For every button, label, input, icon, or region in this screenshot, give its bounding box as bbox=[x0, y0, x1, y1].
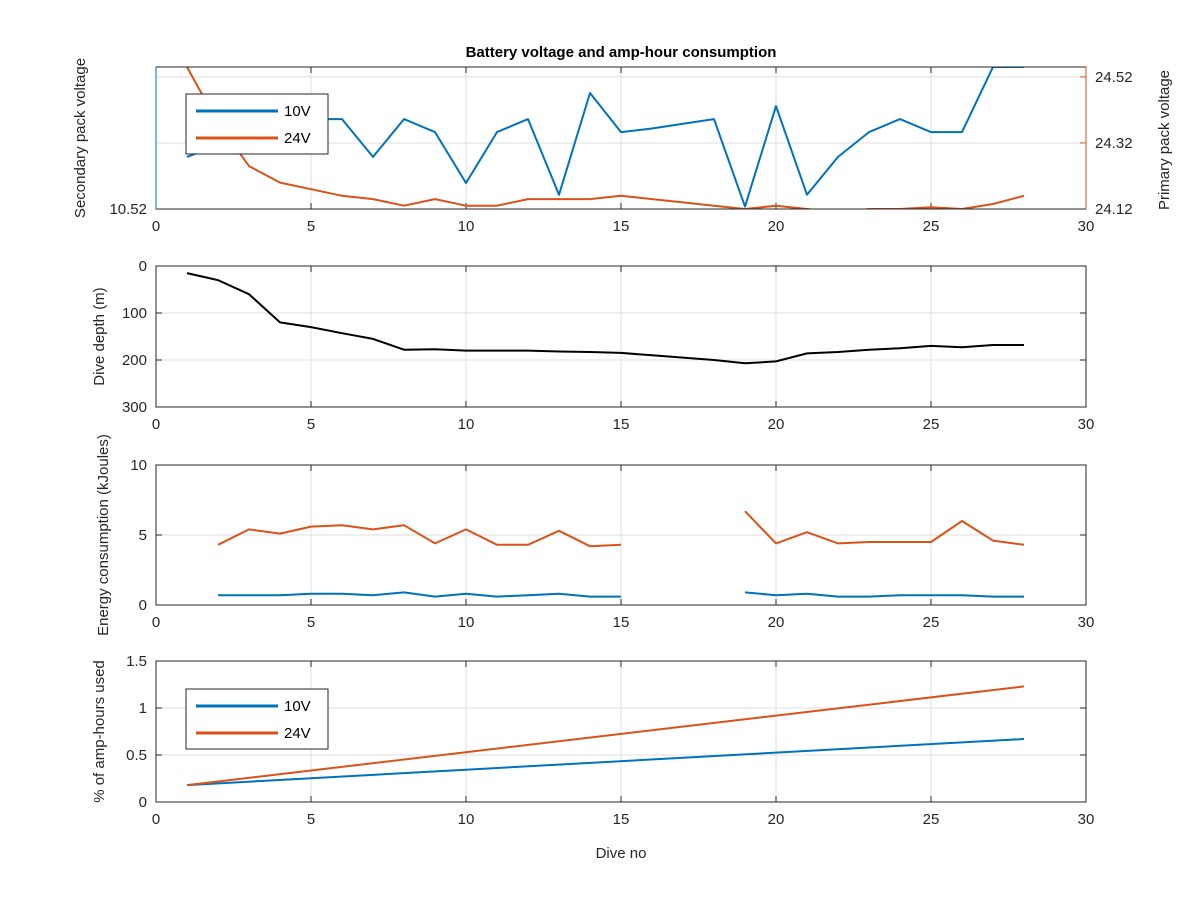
y-tick-label: 200 bbox=[122, 352, 147, 369]
x-tick-label: 15 bbox=[613, 614, 630, 631]
x-tick-label: 10 bbox=[458, 811, 475, 828]
legend-box bbox=[185, 93, 329, 155]
x-tick-label: 5 bbox=[307, 416, 315, 433]
subplot-1: 0 5 10 15 20 25 30 10.52 24.12 24.32 24.52 Secondar… bbox=[72, 58, 1173, 235]
legend: 10V 24V bbox=[185, 688, 329, 750]
x-tick-label: 5 bbox=[307, 614, 315, 631]
legend-label: 24V bbox=[284, 130, 311, 147]
y-axis-label: % of amp-hours used bbox=[91, 660, 108, 803]
series-line-1 bbox=[186, 272, 1024, 365]
x-tick-label: 0 bbox=[152, 416, 160, 433]
x-tick-label: 10 bbox=[458, 416, 475, 433]
y-axis-label: Secondary pack voltage bbox=[72, 58, 89, 218]
y-tick-label: 300 bbox=[122, 399, 147, 416]
y-tick-label: 0 bbox=[139, 794, 147, 811]
x-tick-label: 30 bbox=[1078, 218, 1095, 235]
subplot-4: 0 5 10 15 20 25 30 0 0.5 1 1.5 % of amp-hours used 1… bbox=[91, 653, 1094, 828]
x-tick-label: 0 bbox=[152, 614, 160, 631]
y-right-tick-label: 24.32 bbox=[1095, 135, 1133, 152]
x-tick-label: 5 bbox=[307, 218, 315, 235]
legend: 10V 24V bbox=[185, 93, 329, 155]
series-line-1 bbox=[217, 510, 1025, 548]
x-tick-label: 10 bbox=[458, 218, 475, 235]
x-tick-label: 25 bbox=[923, 811, 940, 828]
y-tick-label: 1.5 bbox=[126, 653, 147, 670]
x-tick-label: 30 bbox=[1078, 811, 1095, 828]
axes-frame bbox=[155, 464, 1087, 606]
series-line-24v bbox=[186, 685, 1025, 787]
y-tick-label: 100 bbox=[122, 305, 147, 322]
y-axis-label: Energy consumption (kJoules) bbox=[95, 434, 112, 636]
x-tick-label: 25 bbox=[923, 218, 940, 235]
x-tick-label: 0 bbox=[152, 218, 160, 235]
chart-title: Battery voltage and amp-hour consumption bbox=[466, 44, 777, 61]
x-tick-label: 15 bbox=[613, 416, 630, 433]
y-right-tick-label: 24.12 bbox=[1095, 201, 1133, 218]
y-right-axis-label: Primary pack voltage bbox=[1156, 70, 1173, 210]
legend-label: 10V bbox=[284, 698, 311, 715]
x-tick-label: 25 bbox=[923, 614, 940, 631]
x-tick-label: 20 bbox=[768, 416, 785, 433]
x-tick-label: 0 bbox=[152, 811, 160, 828]
x-tick-label: 5 bbox=[307, 811, 315, 828]
legend-label: 10V bbox=[284, 103, 311, 120]
x-tick-label: 15 bbox=[613, 811, 630, 828]
y-tick-label: 0 bbox=[139, 597, 147, 614]
x-tick-label: 15 bbox=[613, 218, 630, 235]
x-tick-label: 25 bbox=[923, 416, 940, 433]
y-tick-label: 0.5 bbox=[126, 747, 147, 764]
y-right-tick-label: 24.52 bbox=[1095, 69, 1133, 86]
axes-frame bbox=[155, 265, 1087, 408]
series-line-24v bbox=[186, 67, 1025, 209]
series-line-2 bbox=[218, 591, 1024, 598]
x-tick-label: 20 bbox=[768, 614, 785, 631]
x-tick-label: 30 bbox=[1078, 614, 1095, 631]
x-tick-label: 20 bbox=[768, 218, 785, 235]
y-tick-label: 1 bbox=[139, 700, 147, 717]
legend-label: 24V bbox=[284, 725, 311, 742]
x-tick-label: 20 bbox=[768, 811, 785, 828]
x-axis-label: Dive no bbox=[596, 845, 647, 862]
legend-box bbox=[185, 688, 329, 750]
y-axis-label: Dive depth (m) bbox=[91, 287, 108, 385]
x-tick-label: 30 bbox=[1078, 416, 1095, 433]
y-tick-label: 0 bbox=[139, 258, 147, 275]
y-tick-label: 10.52 bbox=[109, 201, 147, 218]
series-line-10v bbox=[186, 738, 1025, 787]
axes-frame bbox=[155, 660, 1087, 803]
y-tick-label: 10 bbox=[130, 457, 147, 474]
subplot-3: 0 5 10 15 20 25 30 0 5 10 Energy consumption (kJou… bbox=[95, 434, 1094, 636]
x-tick-label: 10 bbox=[458, 614, 475, 631]
y-tick-label: 5 bbox=[139, 527, 147, 544]
